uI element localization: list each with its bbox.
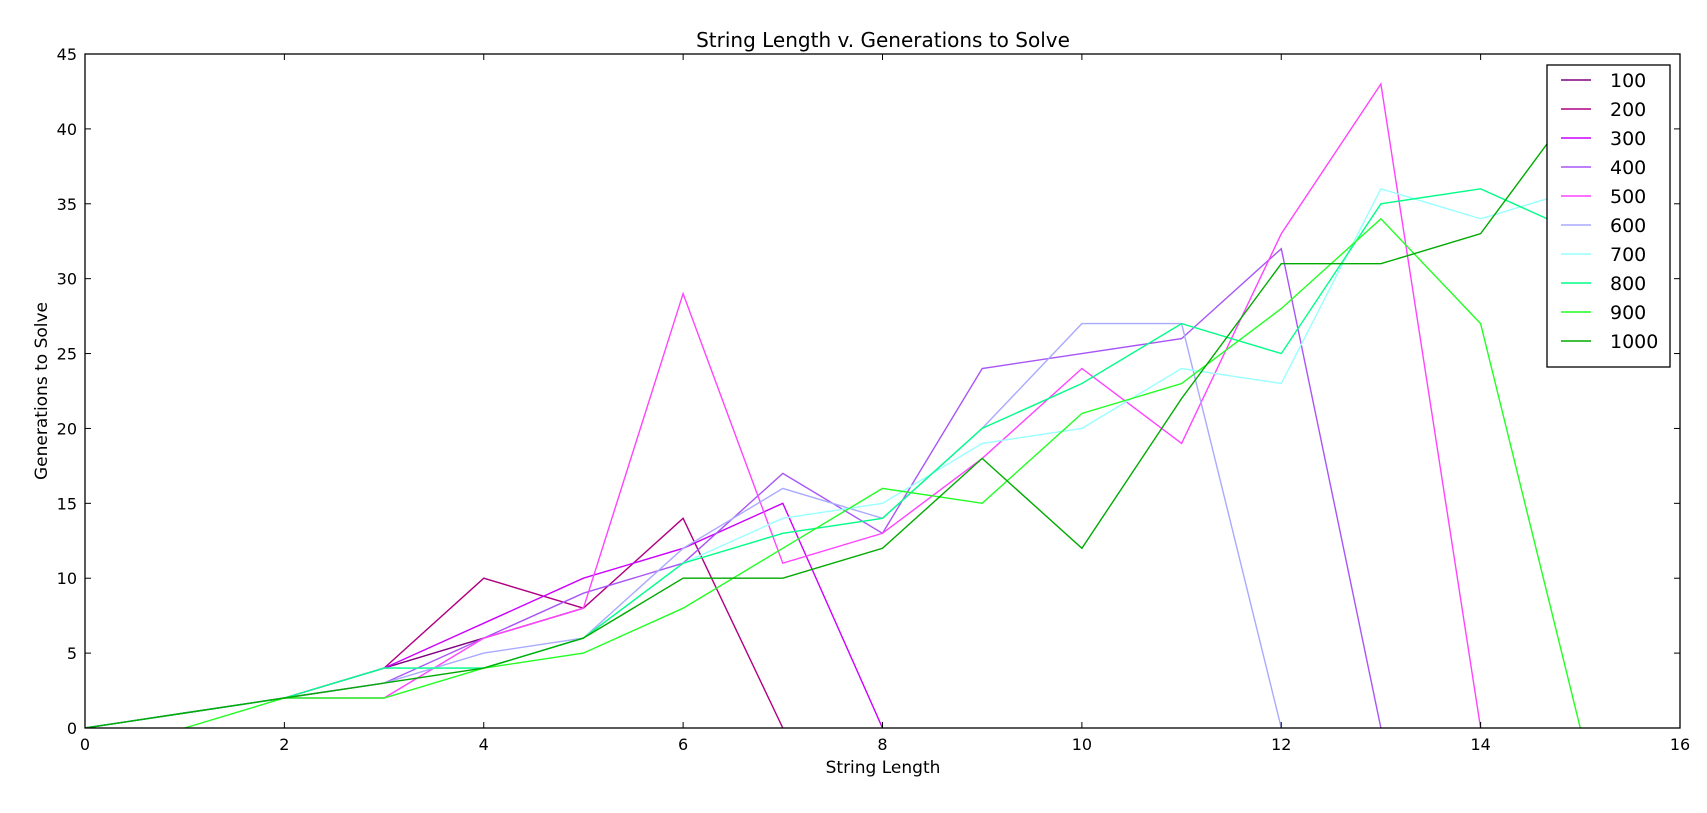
legend-label: 100 [1610, 70, 1646, 92]
y-tick-label: 45 [57, 45, 77, 64]
series-line-500 [85, 82, 1482, 728]
legend-label: 400 [1610, 157, 1646, 179]
x-tick-label: 0 [80, 735, 90, 754]
x-tick-label: 6 [678, 735, 688, 754]
series-line-900 [184, 217, 1581, 728]
x-tick-label: 12 [1271, 735, 1291, 754]
legend-label: 500 [1610, 186, 1646, 208]
x-tick-label: 8 [877, 735, 887, 754]
series-line-800 [85, 188, 1581, 728]
y-axis: 0 5 10 15 20 25 30 35 40 45 [57, 45, 1680, 738]
series-line-300 [85, 502, 884, 728]
y-tick-label: 35 [57, 195, 77, 214]
y-tick-label: 15 [57, 494, 77, 513]
x-axis-label: String Length [826, 758, 941, 778]
legend-label: 200 [1610, 99, 1646, 121]
legend-box [1546, 64, 1671, 368]
x-axis: 0 2 4 6 8 10 12 14 16 [80, 54, 1690, 754]
x-tick-label: 10 [1072, 735, 1092, 754]
y-tick-label: 25 [57, 345, 77, 364]
legend: 100 200 300 400 500 600 700 800 900 1000 [1546, 64, 1671, 368]
y-tick-label: 5 [67, 644, 77, 663]
x-tick-label: 16 [1670, 735, 1690, 754]
legend-label: 700 [1610, 244, 1646, 266]
plot-frame [84, 53, 1681, 729]
x-tick-label: 14 [1470, 735, 1490, 754]
series-line-400 [85, 247, 1382, 728]
legend-label: 300 [1610, 128, 1646, 150]
x-tick-label: 4 [479, 735, 489, 754]
legend-label: 1000 [1610, 331, 1658, 353]
y-tick-label: 0 [67, 719, 77, 738]
series-line-1000 [85, 98, 1581, 728]
chart-title: String Length v. Generations to Solve [696, 28, 1070, 52]
y-tick-label: 30 [57, 270, 77, 289]
legend-label: 600 [1610, 215, 1646, 237]
x-tick-label: 2 [279, 735, 289, 754]
legend-label: 900 [1610, 302, 1646, 324]
series-line-700 [85, 187, 1581, 728]
y-tick-label: 10 [57, 569, 77, 588]
y-axis-label: Generations to Solve [32, 302, 52, 480]
legend-label: 800 [1610, 273, 1646, 295]
y-tick-label: 40 [57, 120, 77, 139]
y-tick-label: 20 [57, 419, 77, 438]
